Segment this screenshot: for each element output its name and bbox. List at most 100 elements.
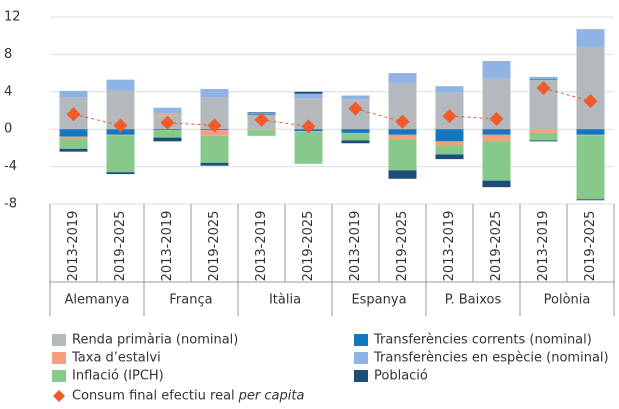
bar-segment — [576, 135, 605, 200]
bar-segment — [341, 95, 370, 100]
bar-segment — [59, 90, 88, 98]
group-label: Espanya — [351, 293, 406, 308]
x-tick-label: 2013-2019 — [160, 211, 175, 282]
group-label: França — [169, 293, 212, 308]
bar-segment — [482, 60, 511, 79]
group-label: Alemanya — [64, 293, 129, 308]
consum-link — [167, 122, 215, 126]
y-tick-label: -8 — [4, 197, 17, 212]
x-tick-label: 2019-2025 — [207, 211, 222, 282]
group-label: Itàlia — [269, 293, 301, 308]
bar-segment — [59, 129, 88, 137]
legend-swatch — [354, 334, 368, 346]
bar-segment — [388, 139, 417, 171]
bar-segment — [59, 138, 88, 149]
bar-segment — [388, 134, 417, 140]
bar-segment — [482, 180, 511, 188]
consum-marker — [395, 114, 410, 129]
y-tick-label: -4 — [4, 159, 17, 174]
bar-segment — [435, 86, 464, 93]
consum-marker — [254, 112, 269, 127]
bar-segment — [388, 170, 417, 179]
consum-link — [449, 115, 497, 120]
x-tick-label: 2019-2025 — [301, 211, 316, 282]
bar-segment — [576, 29, 605, 47]
bar-segment — [482, 141, 511, 181]
legend-label: Consum final efectiu real — [72, 389, 235, 404]
consum-marker — [66, 107, 81, 122]
legend-label: Població — [374, 369, 428, 384]
consum-link — [261, 119, 309, 127]
bar-segment — [200, 135, 229, 163]
bar-segment — [529, 140, 558, 142]
consum-link — [355, 108, 403, 123]
bar-segment — [294, 93, 323, 99]
legend-swatch — [354, 370, 368, 382]
bar-segment — [482, 134, 511, 142]
bar-segment — [435, 141, 464, 147]
x-tick-label: 2019-2025 — [113, 211, 128, 282]
y-tick-label: 8 — [4, 47, 12, 62]
bar-segment — [576, 129, 605, 135]
bar-segment — [153, 129, 182, 131]
bar-segment — [106, 172, 135, 175]
bar-segment — [247, 129, 276, 131]
bar-segment — [482, 129, 511, 135]
y-tick-label: 12 — [4, 10, 21, 25]
bar-segment — [435, 146, 464, 155]
consum-marker — [489, 111, 504, 126]
bar-segment — [435, 154, 464, 160]
bar-segment — [294, 132, 323, 164]
bar-segment — [106, 79, 135, 91]
bar-segment — [341, 133, 370, 141]
bar-segment — [59, 136, 88, 139]
bar-segment — [529, 78, 558, 80]
legend-label: Renda primària (nominal) — [72, 333, 238, 348]
bar-segment — [576, 134, 605, 136]
bar-segment — [576, 199, 605, 201]
consum-link — [543, 87, 591, 102]
bar-segment — [388, 73, 417, 84]
legend-swatch — [52, 352, 66, 364]
bar-segment — [341, 132, 370, 134]
x-tick-label: 2019-2025 — [489, 211, 504, 282]
legend-swatch — [52, 370, 66, 382]
legend-label: Inflació (IPCH) — [72, 369, 164, 384]
bar-segment — [294, 91, 323, 94]
x-tick-label: 2013-2019 — [442, 211, 457, 282]
legend-label: Transferències corrents (nominal) — [373, 333, 592, 348]
y-tick-label: 4 — [4, 84, 12, 99]
bar-segment — [153, 113, 182, 116]
consum-marker — [113, 118, 128, 133]
bar-segment — [529, 76, 558, 79]
legend-label: Transferències en espècie (nominal) — [373, 351, 609, 366]
bar-segment — [529, 129, 558, 133]
group-label: Polònia — [544, 293, 591, 308]
legend-label: per capita — [238, 389, 305, 404]
bar-segment — [200, 162, 229, 166]
bar-segment — [153, 137, 182, 142]
bar-segment — [529, 132, 558, 141]
y-tick-label: 0 — [4, 122, 12, 137]
bar-segment — [341, 129, 370, 133]
bar-segment — [247, 112, 276, 114]
legend-swatch — [52, 334, 66, 346]
consum-marker — [160, 115, 175, 130]
consum-marker — [348, 101, 363, 116]
bar-segment — [153, 130, 182, 138]
bar-segment — [435, 129, 464, 142]
legend-swatch — [354, 352, 368, 364]
x-tick-label: 2019-2025 — [583, 211, 598, 282]
x-tick-label: 2013-2019 — [536, 211, 551, 282]
bar-segment — [200, 88, 229, 98]
consum-link — [73, 113, 121, 126]
x-tick-label: 2013-2019 — [66, 211, 81, 282]
bar-segment — [341, 140, 370, 144]
bar-segment — [106, 134, 135, 136]
consum-marker — [442, 109, 457, 124]
bar-segment — [200, 130, 229, 136]
x-tick-label: 2013-2019 — [348, 211, 363, 282]
bar-segment — [247, 130, 276, 136]
consum-marker — [301, 119, 316, 134]
